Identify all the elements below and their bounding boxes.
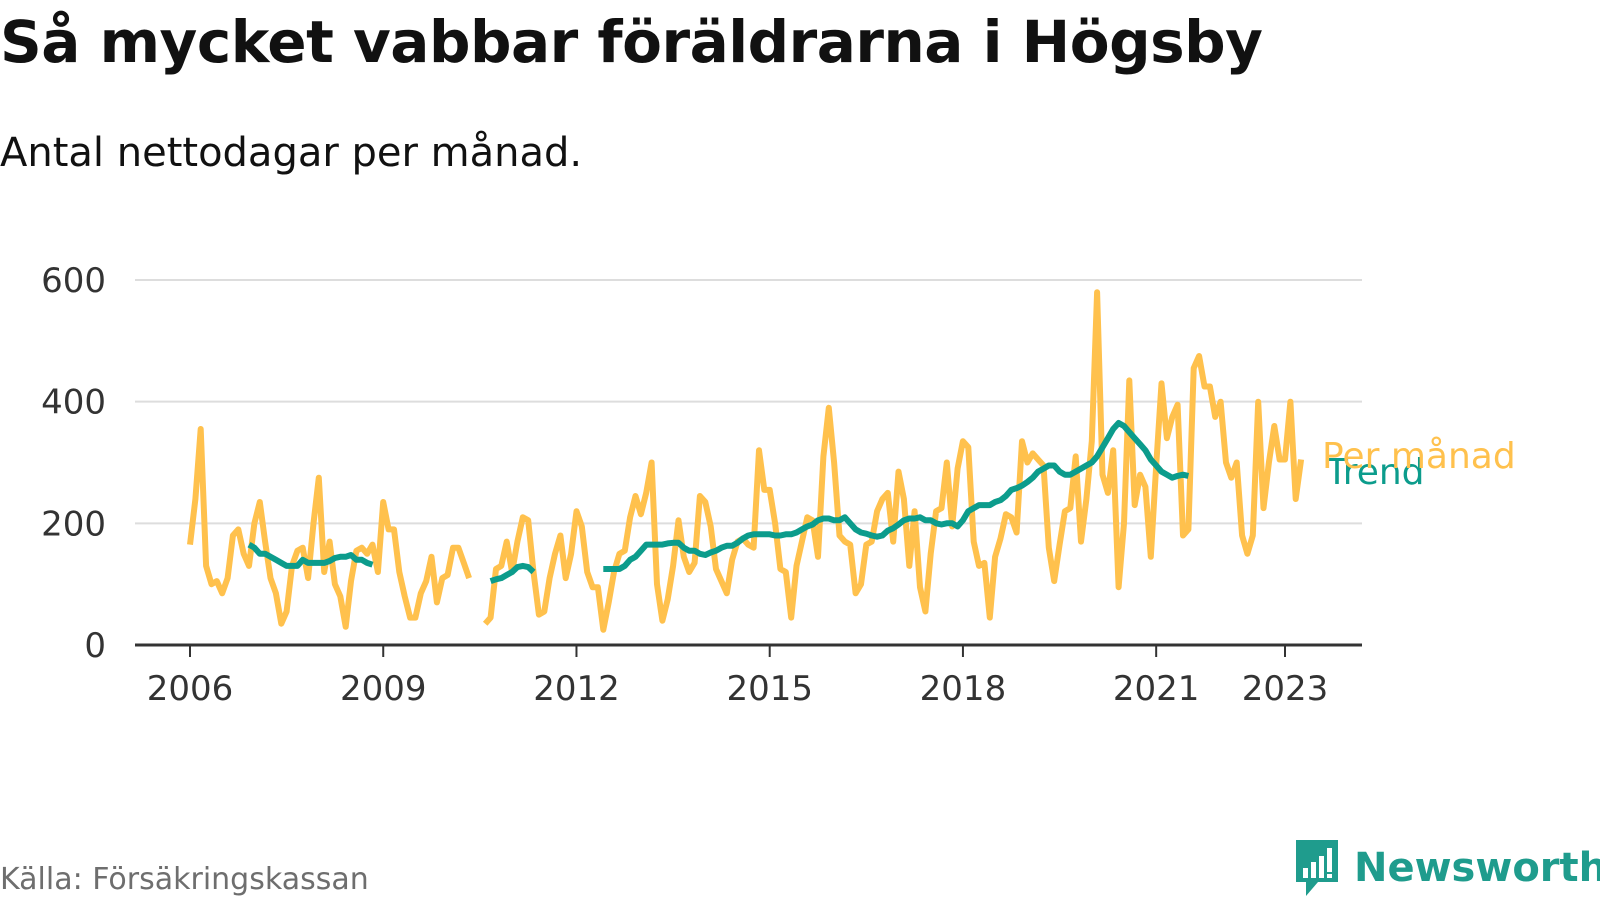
series-line-trend bbox=[247, 541, 374, 569]
series-lines bbox=[187, 289, 1305, 633]
y-tick-label: 200 bbox=[41, 504, 106, 544]
x-tick-label: 2023 bbox=[1242, 669, 1329, 709]
y-tick-label: 0 bbox=[84, 626, 106, 666]
series-line-trend bbox=[603, 420, 1190, 572]
x-axis-ticks: 2006 2009 2012 2015 2018 2021 2023 bbox=[147, 645, 1329, 709]
x-tick-label: 2021 bbox=[1113, 669, 1200, 709]
series-label-monthly: Per månad bbox=[1322, 436, 1516, 477]
bar-chart-speech-bubble-icon bbox=[1296, 840, 1338, 896]
y-tick-label: 400 bbox=[41, 383, 106, 423]
y-tick-label: 600 bbox=[41, 261, 106, 301]
series-label-trend: Trend bbox=[1325, 452, 1425, 493]
x-tick-label: 2006 bbox=[147, 669, 234, 709]
series-line-trend bbox=[489, 562, 536, 584]
series-line-monthly bbox=[187, 426, 472, 630]
y-axis-ticks: 0 200 400 600 bbox=[41, 261, 106, 666]
source-note: Källa: Försäkringskassan bbox=[0, 862, 369, 897]
x-tick-label: 2012 bbox=[533, 669, 620, 709]
x-tick-label: 2009 bbox=[340, 669, 427, 709]
series-line-monthly bbox=[482, 289, 1305, 633]
x-tick-label: 2015 bbox=[726, 669, 813, 709]
chart-title: Så mycket vabbar föräldrarna i Högsby bbox=[0, 8, 1263, 76]
x-tick-label: 2018 bbox=[920, 669, 1007, 709]
brand-logo: Newsworthy bbox=[1294, 840, 1600, 896]
brand-name: Newsworthy bbox=[1354, 845, 1600, 891]
chart-subtitle: Antal nettodagar per månad. bbox=[0, 130, 583, 176]
